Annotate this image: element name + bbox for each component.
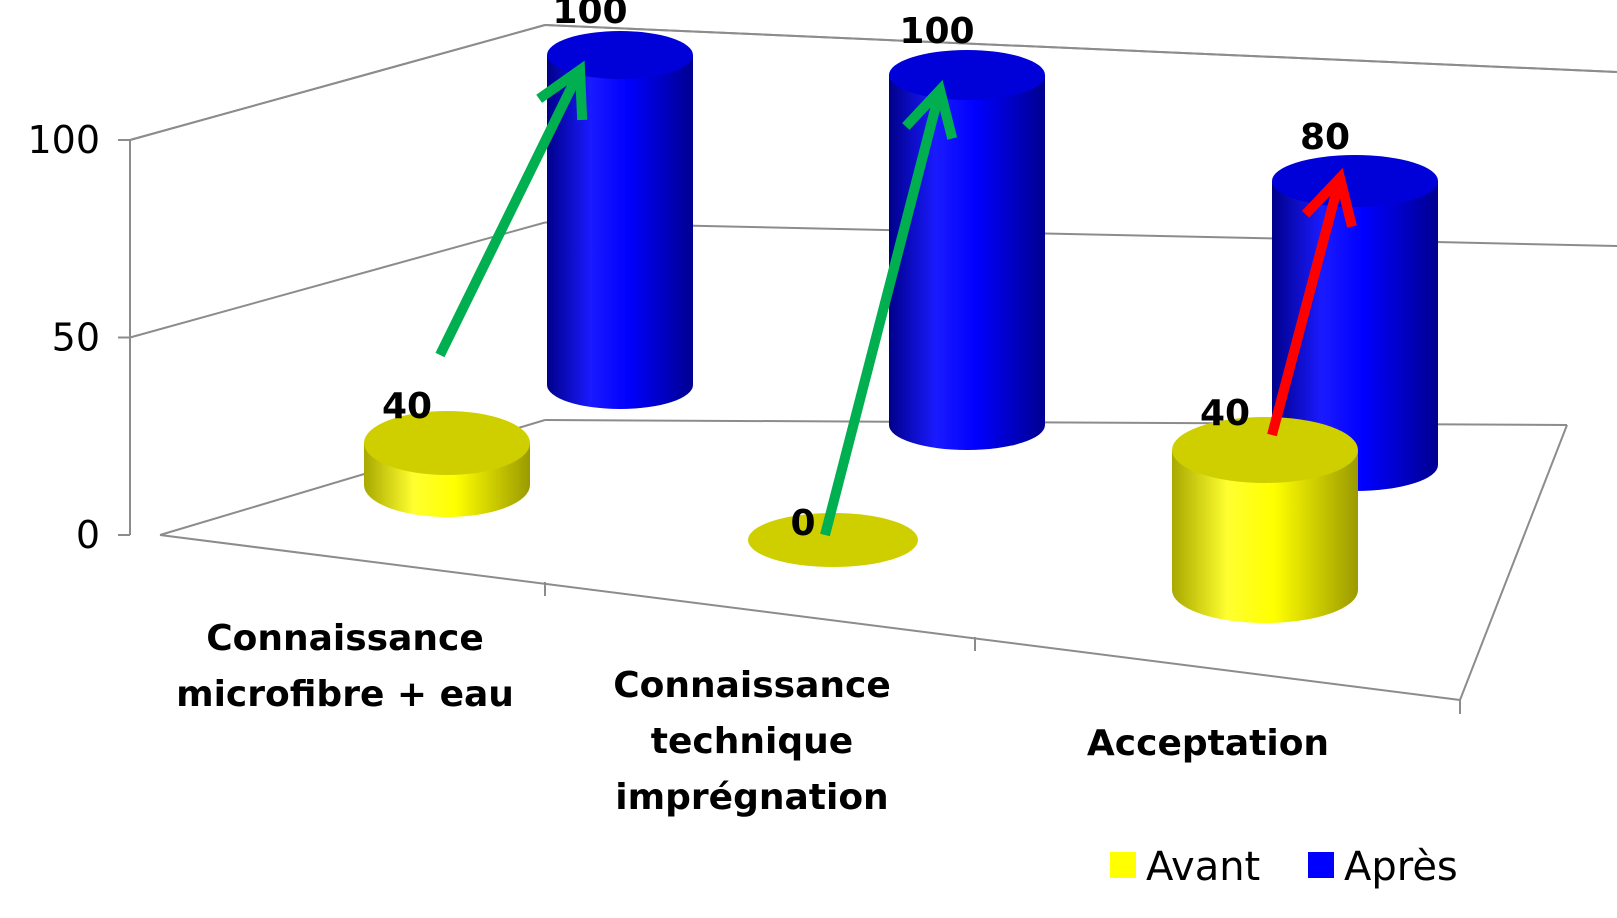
arrow-shaft bbox=[1267, 176, 1345, 437]
data-labels: 100 40 100 0 80 40 bbox=[382, 0, 1350, 544]
bar-top bbox=[889, 50, 1045, 100]
arrow-shaft bbox=[435, 67, 585, 358]
arrow-head bbox=[902, 79, 958, 140]
category-label-line: Connaissance bbox=[206, 618, 484, 659]
legend-swatch-après bbox=[1308, 852, 1334, 878]
data-label: 0 bbox=[790, 503, 815, 544]
bar-top bbox=[748, 513, 918, 567]
bar-body bbox=[1172, 450, 1358, 623]
y-tick-label: 50 bbox=[52, 316, 100, 360]
bar-top bbox=[364, 411, 530, 475]
y-tick-label: 100 bbox=[27, 118, 100, 162]
legend-swatch-avant bbox=[1110, 852, 1136, 878]
data-label: 40 bbox=[1200, 393, 1250, 434]
y-axis-ticks: 0 50 100 bbox=[27, 118, 130, 557]
data-label: 40 bbox=[382, 386, 432, 427]
right-floor-edge bbox=[1459, 424, 1568, 701]
arrow-head bbox=[536, 60, 588, 121]
gridline bbox=[544, 24, 1617, 73]
category-label-line: microfibre + eau bbox=[176, 674, 514, 715]
data-label: 100 bbox=[552, 0, 627, 32]
bar-body bbox=[547, 55, 693, 409]
arrow-shaft bbox=[820, 88, 945, 537]
trend-arrows bbox=[435, 60, 1357, 537]
arrow-head bbox=[1301, 167, 1357, 228]
category-label: Connaissance microfibre + eau bbox=[176, 618, 514, 715]
gridline bbox=[129, 24, 546, 141]
category-label: Acceptation bbox=[1087, 723, 1329, 764]
category-labels: Connaissance microfibre + eau Connaissance… bbox=[176, 618, 1329, 818]
bar-avant-2 bbox=[1172, 417, 1358, 623]
gridline bbox=[544, 221, 1617, 247]
legend: Avant Après bbox=[1110, 844, 1458, 890]
gridline bbox=[129, 221, 546, 339]
legend-label: Après bbox=[1344, 844, 1458, 890]
bar-après-2 bbox=[1272, 155, 1438, 491]
gridlines bbox=[129, 24, 1617, 339]
bar-top bbox=[1172, 417, 1358, 483]
data-label: 80 bbox=[1300, 117, 1350, 158]
category-label-line: technique bbox=[651, 721, 853, 762]
category-label: Connaissance technique imprégnation bbox=[613, 665, 891, 818]
bar-après-1 bbox=[889, 50, 1045, 450]
bar-avant-1 bbox=[748, 513, 918, 567]
legend-label: Avant bbox=[1146, 844, 1260, 890]
bar-avant-0 bbox=[364, 411, 530, 517]
bar-body bbox=[1272, 181, 1438, 491]
bars bbox=[364, 31, 1438, 623]
category-label-line: Acceptation bbox=[1087, 723, 1329, 764]
category-label-line: Connaissance bbox=[613, 665, 891, 706]
bar-top bbox=[1272, 155, 1438, 207]
y-tick-label: 0 bbox=[76, 513, 100, 557]
category-label-line: imprégnation bbox=[615, 777, 888, 818]
data-label: 100 bbox=[899, 11, 974, 52]
x-axis-line bbox=[159, 534, 1461, 701]
bar-body bbox=[889, 75, 1045, 450]
